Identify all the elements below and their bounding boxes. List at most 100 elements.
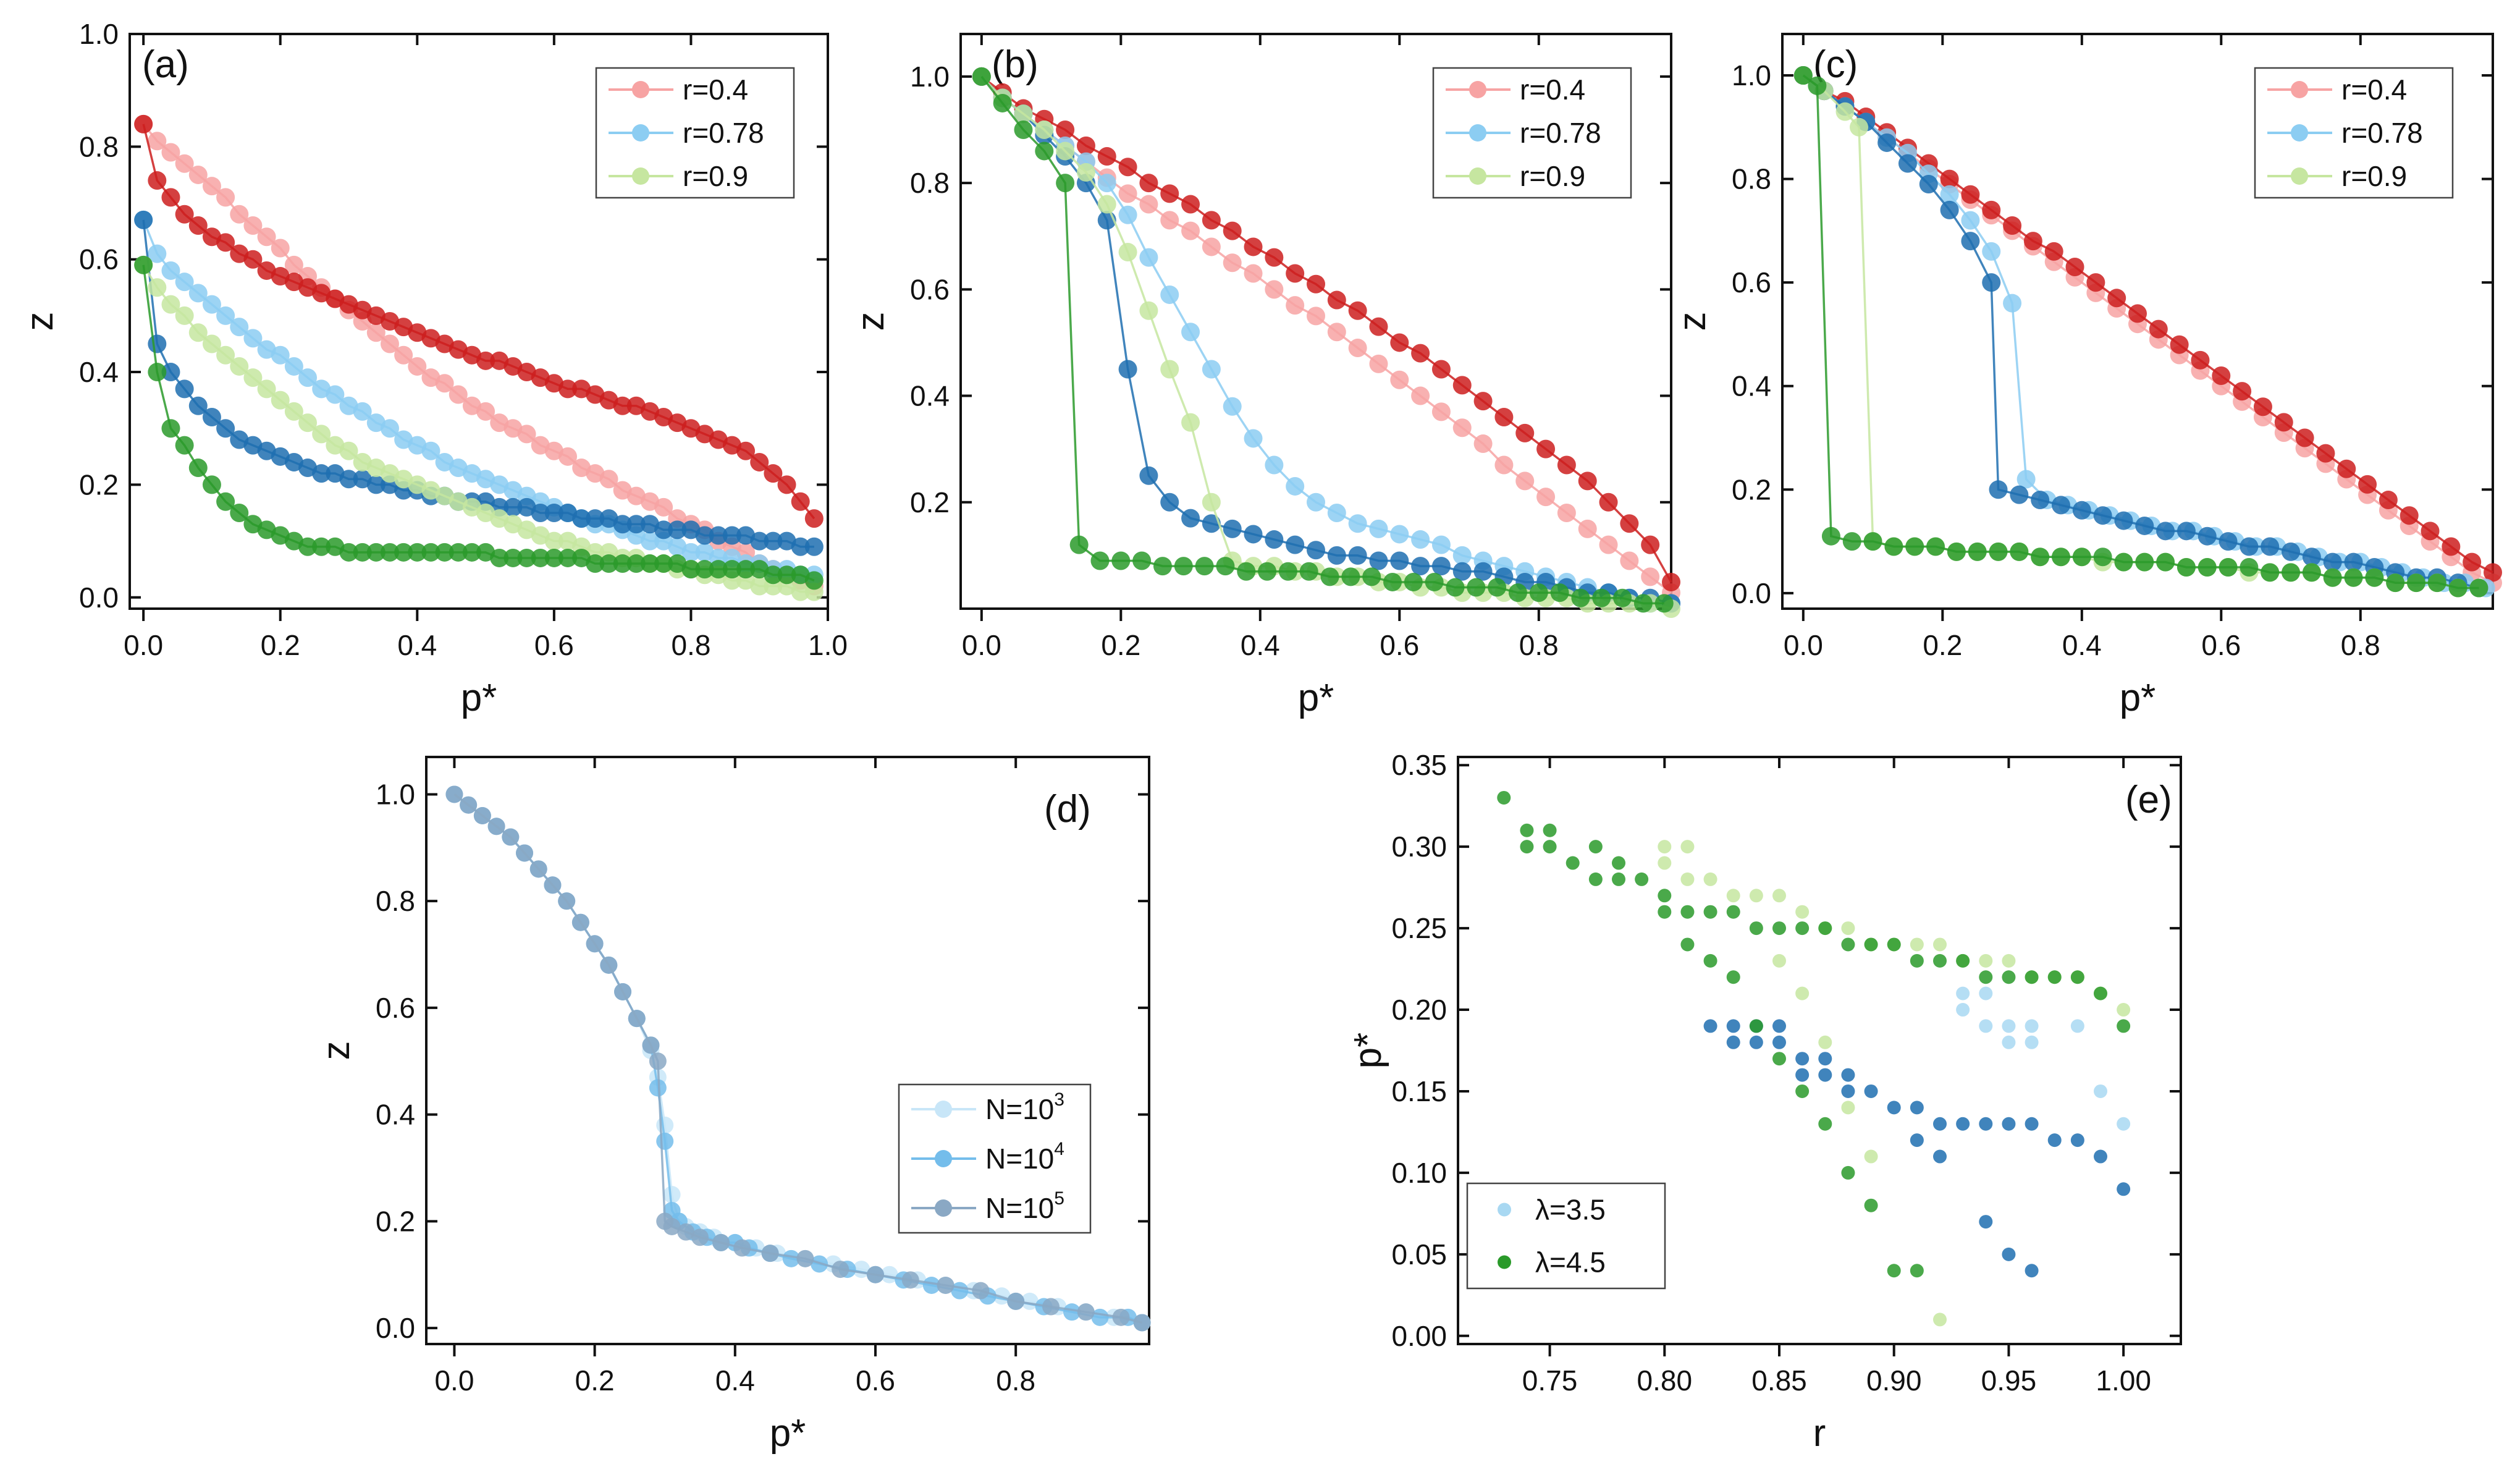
x-tick-label: 0.4 bbox=[397, 629, 437, 661]
data-point bbox=[1035, 142, 1054, 161]
data-point bbox=[1956, 1003, 1970, 1017]
data-point bbox=[2156, 522, 2175, 541]
data-point bbox=[2094, 986, 2107, 1000]
data-point bbox=[1887, 1264, 1901, 1278]
data-point bbox=[1139, 301, 1158, 320]
data-point bbox=[2261, 563, 2280, 582]
data-point bbox=[1641, 535, 1660, 554]
data-point bbox=[1680, 872, 1695, 886]
legend-marker bbox=[1469, 124, 1486, 142]
data-point bbox=[2107, 289, 2126, 308]
data-point bbox=[972, 67, 991, 86]
data-point bbox=[1348, 546, 1367, 565]
data-point bbox=[1118, 360, 1137, 379]
data-point bbox=[640, 554, 659, 573]
data-point bbox=[1097, 147, 1116, 166]
data-point bbox=[1841, 921, 1855, 936]
legend-marker bbox=[2291, 167, 2308, 185]
data-point bbox=[1940, 169, 1959, 188]
data-point bbox=[1772, 1019, 1786, 1033]
data-point bbox=[1181, 509, 1200, 528]
data-point bbox=[2003, 294, 2022, 313]
data-point bbox=[1390, 551, 1409, 570]
data-point bbox=[681, 560, 701, 579]
data-point bbox=[1821, 526, 1840, 546]
data-point bbox=[2274, 413, 2293, 432]
data-point bbox=[972, 1282, 990, 1300]
data-point bbox=[1933, 953, 1947, 968]
data-point bbox=[1369, 551, 1388, 570]
data-point bbox=[2086, 273, 2105, 292]
data-point bbox=[1118, 184, 1137, 203]
data-point bbox=[2065, 258, 2084, 277]
data-point bbox=[777, 475, 796, 494]
data-point bbox=[408, 543, 427, 562]
data-point bbox=[1341, 567, 1360, 586]
series-line bbox=[1802, 74, 2493, 573]
data-point bbox=[1749, 1019, 1763, 1033]
data-point bbox=[312, 464, 331, 483]
series-e-3 bbox=[1497, 790, 2131, 1278]
data-point bbox=[2002, 953, 2016, 968]
data-point bbox=[1599, 493, 1618, 512]
data-point bbox=[1244, 429, 1263, 448]
data-point bbox=[2240, 537, 2259, 556]
legend-marker bbox=[935, 1150, 952, 1167]
data-point bbox=[339, 441, 358, 460]
data-point bbox=[2344, 552, 2363, 572]
data-point bbox=[1982, 200, 2001, 219]
data-point bbox=[504, 497, 523, 517]
data-point bbox=[1411, 344, 1430, 363]
data-point bbox=[1726, 1035, 1740, 1049]
data-point bbox=[1202, 514, 1221, 533]
data-point bbox=[380, 334, 399, 353]
data-point bbox=[2316, 444, 2335, 463]
x-tick-label: 0.6 bbox=[534, 629, 574, 661]
y-tick-label: 0.8 bbox=[1732, 163, 1771, 195]
data-point bbox=[1772, 1052, 1786, 1066]
data-point bbox=[230, 205, 249, 224]
x-tick-label: 0.95 bbox=[1981, 1364, 2037, 1397]
data-point bbox=[1369, 354, 1388, 373]
data-point bbox=[1132, 551, 1152, 570]
data-point bbox=[558, 548, 578, 567]
data-point bbox=[2002, 1117, 2016, 1131]
legend-marker bbox=[632, 124, 649, 142]
data-point bbox=[1327, 504, 1346, 522]
data-point bbox=[2198, 557, 2217, 577]
data-point bbox=[230, 318, 249, 337]
x-tick-label: 0.4 bbox=[715, 1364, 755, 1397]
data-point bbox=[2406, 573, 2425, 593]
legend-label: r=0.78 bbox=[2341, 117, 2423, 149]
data-point bbox=[2149, 319, 2168, 339]
data-point bbox=[937, 1277, 954, 1294]
plot-frame bbox=[425, 756, 1150, 1345]
data-point bbox=[161, 419, 180, 438]
legend-label-sup: 4 bbox=[1054, 1139, 1064, 1159]
data-point bbox=[2051, 547, 2070, 567]
x-tick-label: 0.6 bbox=[856, 1364, 895, 1397]
data-point bbox=[161, 295, 180, 314]
data-point bbox=[175, 273, 194, 292]
data-point bbox=[1390, 525, 1409, 544]
data-point bbox=[1658, 905, 1672, 919]
data-point bbox=[1910, 1264, 1924, 1278]
data-point bbox=[1841, 1068, 1855, 1082]
data-point bbox=[1278, 562, 1297, 581]
series-c-5 bbox=[1793, 66, 2488, 598]
x-tick-label: 0.75 bbox=[1522, 1364, 1578, 1397]
data-point bbox=[1299, 562, 1318, 581]
data-point bbox=[1327, 290, 1346, 310]
data-point bbox=[1077, 1303, 1095, 1321]
legend-marker bbox=[632, 167, 649, 185]
legend-marker bbox=[935, 1101, 952, 1118]
data-point bbox=[1887, 1101, 1901, 1115]
data-point bbox=[1662, 572, 1680, 591]
data-point bbox=[1223, 519, 1242, 538]
data-point bbox=[901, 1271, 919, 1289]
data-point bbox=[2156, 552, 2175, 572]
data-point bbox=[298, 368, 318, 387]
data-point bbox=[243, 329, 263, 348]
data-point bbox=[298, 537, 318, 556]
y-tick-label: 0.15 bbox=[1391, 1075, 1447, 1107]
